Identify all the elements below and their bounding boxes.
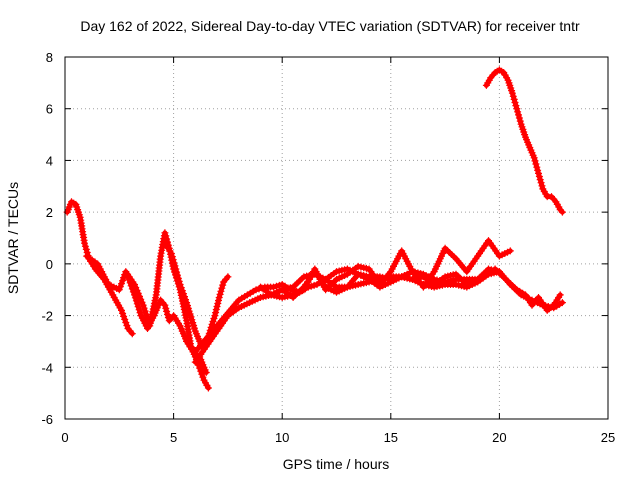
y-tick-label: 0 [46, 257, 53, 272]
y-tick-label: -2 [41, 309, 53, 324]
y-tick-label: 8 [46, 50, 53, 65]
y-tick-label: -6 [41, 412, 53, 427]
x-tick-label: 25 [601, 430, 615, 445]
x-tick-label: 20 [492, 430, 506, 445]
x-tick-label: 15 [384, 430, 398, 445]
y-tick-label: -4 [41, 360, 53, 375]
y-tick-label: 4 [46, 153, 53, 168]
x-axis-label: GPS time / hours [283, 456, 390, 472]
x-tick-label: 10 [275, 430, 289, 445]
y-tick-label: 2 [46, 205, 53, 220]
markers-track-10 [482, 66, 566, 216]
x-tick-label: 5 [170, 430, 177, 445]
markers-track-9 [491, 265, 564, 314]
y-tick-label: 6 [46, 102, 53, 117]
x-tick-label: 0 [61, 430, 68, 445]
chart-title: Day 162 of 2022, Sidereal Day-to-day VTE… [80, 18, 580, 34]
plot-frame [64, 56, 609, 420]
y-axis-label: SDTVAR / TECUs [5, 182, 21, 294]
plot-area [63, 66, 566, 392]
ticks: 0 5 10 15 20 25 -6 -4 -2 0 2 4 6 8 [41, 50, 615, 445]
